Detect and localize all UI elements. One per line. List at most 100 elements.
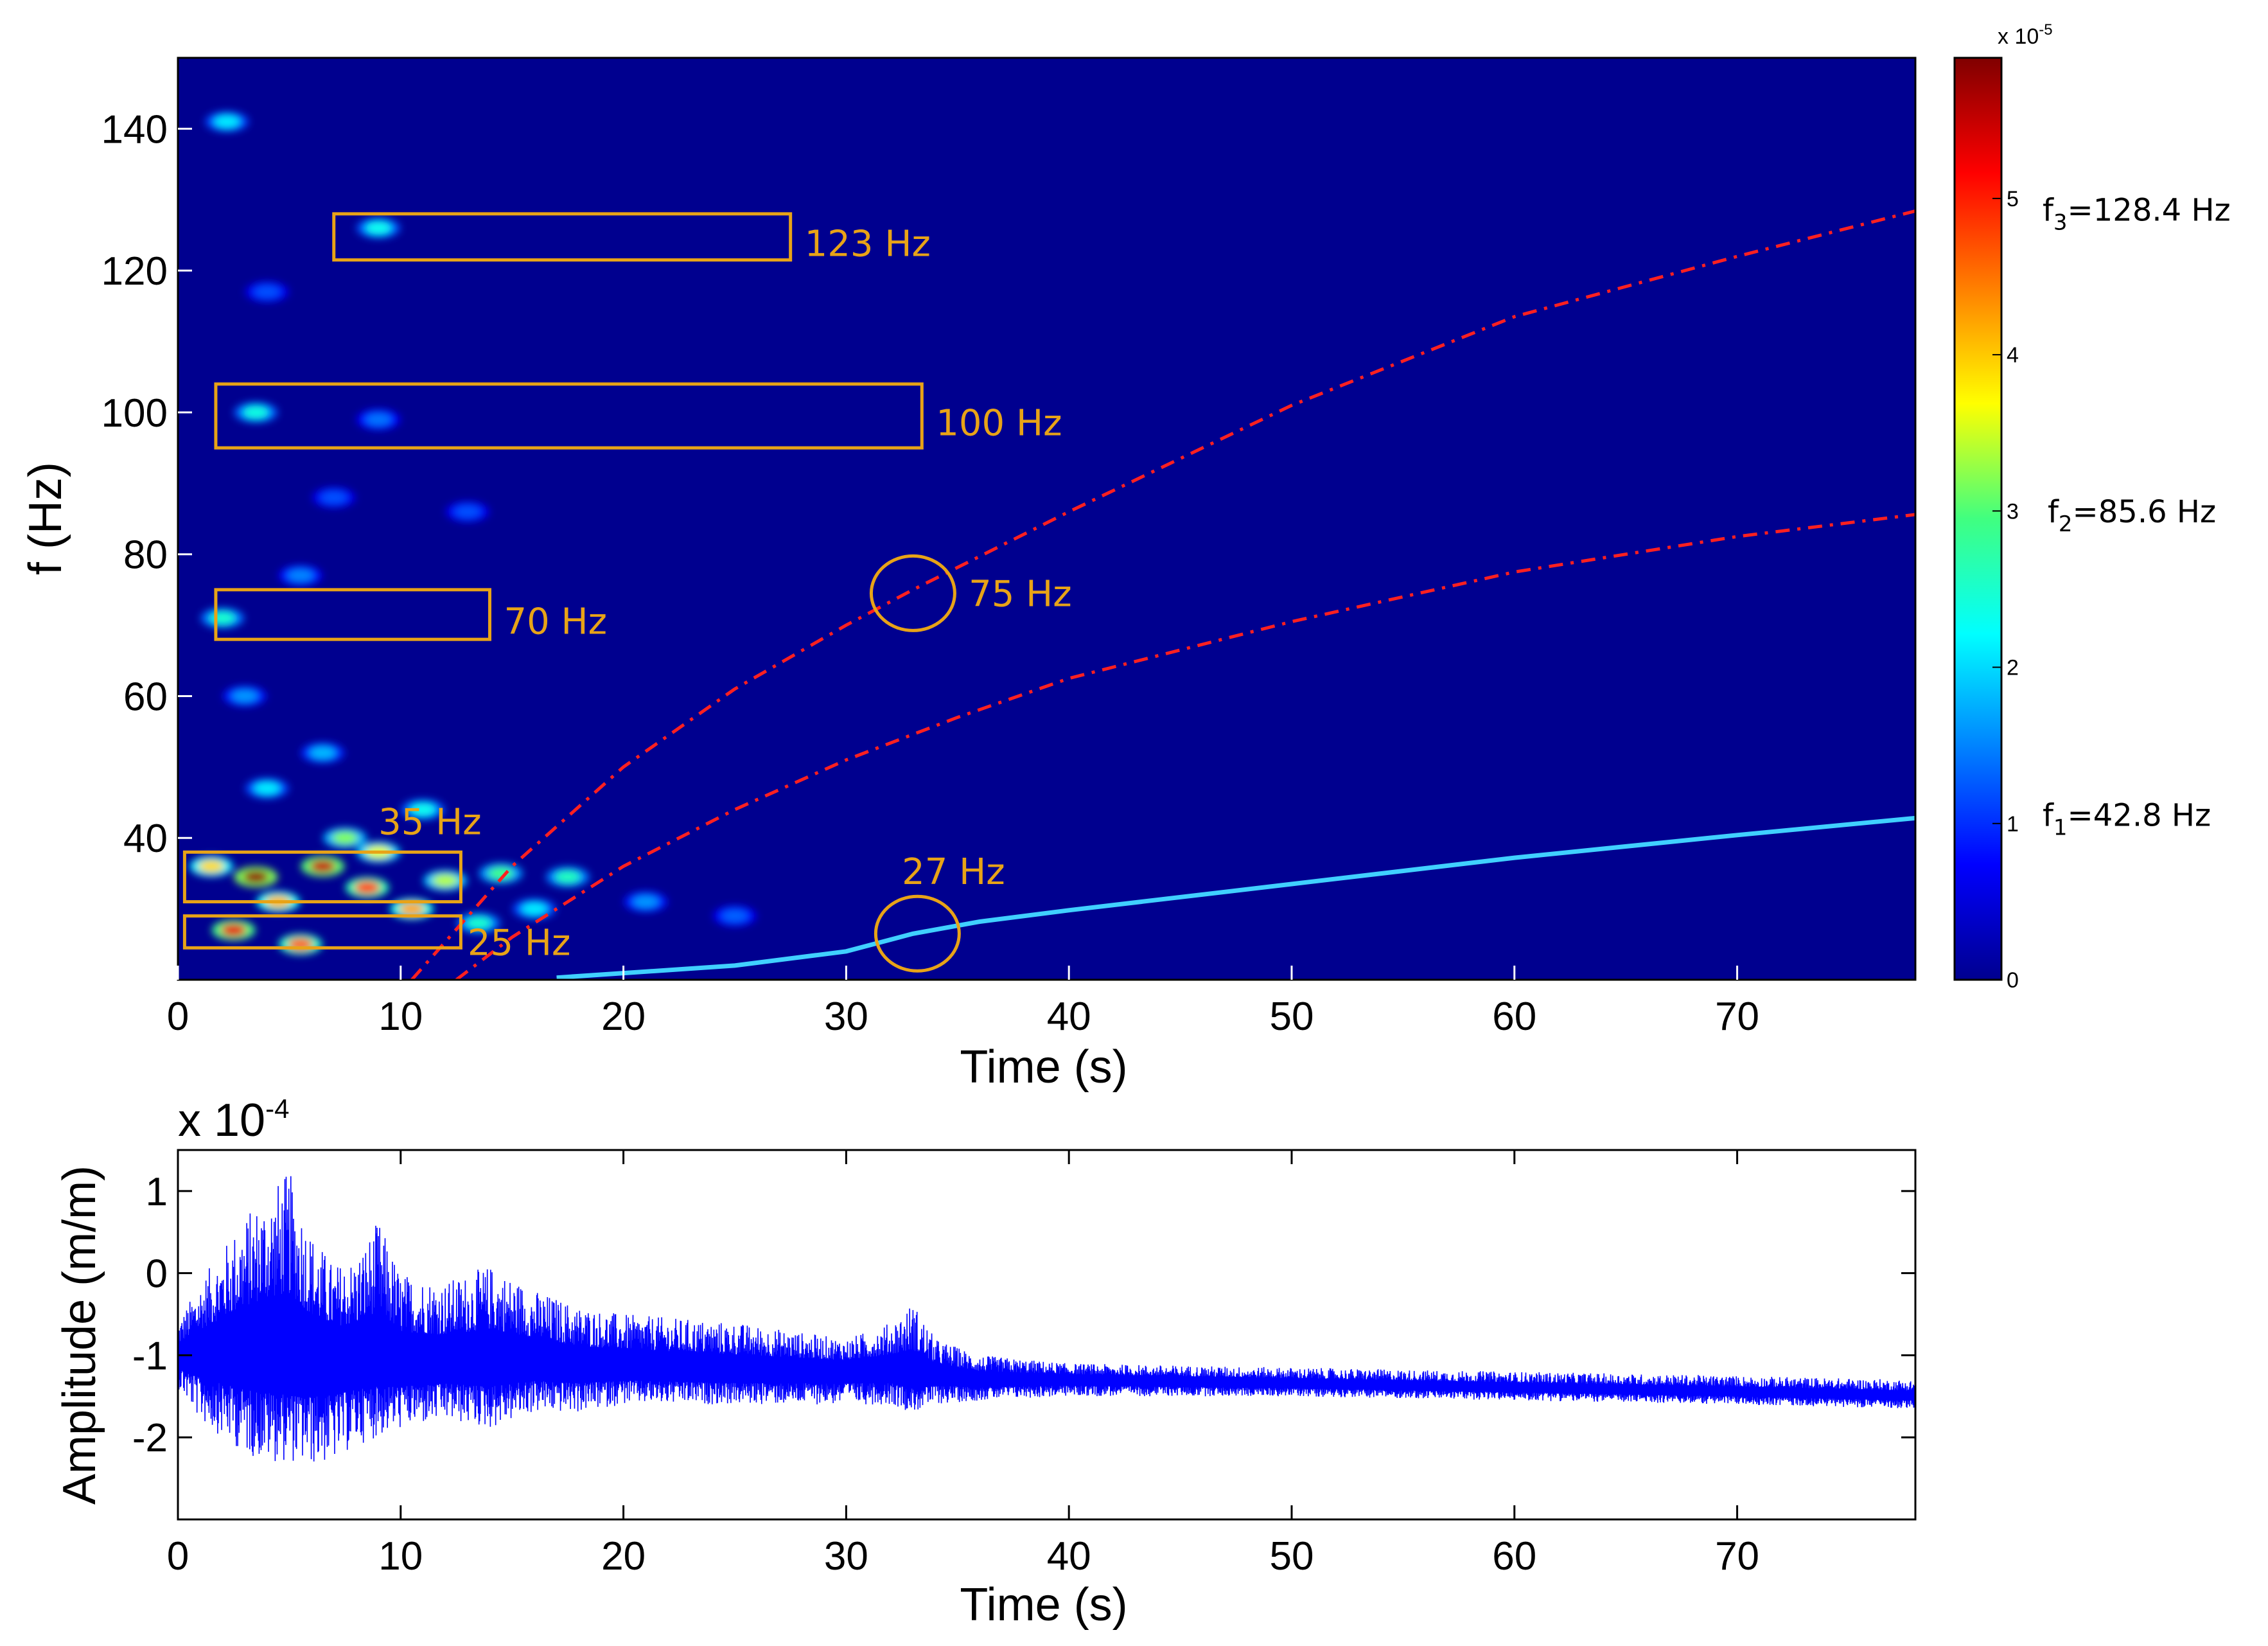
annotation-box-label: 100 Hz	[936, 402, 1062, 444]
annotation-box	[332, 212, 793, 262]
colorbar-ticks: 0 1 2 3 4 5	[1992, 187, 2019, 993]
frequency-label-subscript: 3	[2053, 209, 2068, 235]
x-tick-label: 30	[824, 1534, 868, 1579]
annotation-box	[182, 850, 462, 904]
spectrogram-frame	[177, 57, 1917, 981]
y-tick-label: -1	[132, 1334, 168, 1378]
y-tick-label: 120	[101, 249, 168, 294]
frequency-label-symbol: f	[2043, 192, 2054, 228]
hotspot	[287, 569, 313, 582]
amplitude-series-line	[178, 1176, 1915, 1462]
frequency-label-1: f1=42.8 Hz	[2043, 797, 2211, 840]
frequency-label-3: f3=128.4 Hz	[2043, 192, 2231, 235]
x-tick-label: 50	[1269, 1534, 1314, 1579]
hotspot-layer	[189, 111, 757, 955]
hotspot	[254, 781, 280, 795]
x-tick-label: 30	[824, 995, 868, 1039]
y-tick-label: 60	[123, 675, 168, 719]
x-tick-label: 10	[378, 1534, 423, 1579]
annotation-box-label: 70 Hz	[504, 601, 608, 643]
annotation-circle	[869, 554, 956, 632]
spectrogram-x-ticks: 0 10 20 30 40 50 60 70	[167, 966, 1759, 1039]
hotspot	[220, 923, 247, 937]
hotspot	[332, 831, 358, 845]
frequency-line-3	[410, 209, 1915, 980]
frequency-line-layer	[410, 209, 1915, 980]
x-tick-label: 40	[1047, 995, 1091, 1039]
x-tick-label: 0	[167, 995, 189, 1039]
hotspot	[554, 870, 581, 883]
hotspot	[365, 412, 392, 426]
annotation-circle-label: 75 Hz	[969, 573, 1072, 615]
frequency-line-2	[455, 513, 1915, 980]
x-tick-label: 20	[601, 995, 646, 1039]
frequency-label-value: =42.8 Hz	[2068, 797, 2211, 833]
colorbar-tick-label: 0	[2007, 968, 2019, 993]
y-tick-label: 0	[146, 1252, 168, 1296]
hotspot	[466, 916, 492, 930]
frequency-label-value: =85.6 Hz	[2073, 494, 2217, 530]
amplitude-panel: 0 10 20 30 40 50 60 70 10-1-2 x 10-4 Time (s) A…	[54, 1093, 1917, 1631]
hotspot	[399, 902, 425, 916]
annotation-box	[182, 914, 462, 950]
x-tick-label: 40	[1047, 1534, 1091, 1579]
x-tick-label: 50	[1269, 995, 1314, 1039]
hotspot	[365, 221, 392, 235]
annotation-box-label: 35 Hz	[378, 802, 482, 844]
annotation-box	[214, 382, 924, 450]
colorbar: 0 1 2 3 4 5 x 10-5	[1953, 21, 2053, 993]
annotation-layer: 123 Hz 100 Hz 70 Hz 35 Hz 25 Hz 75 Hz 27 Hz	[182, 212, 1072, 973]
amplitude-y-axis-label: Amplitude (m/m)	[54, 1165, 105, 1505]
hotspot	[432, 874, 459, 887]
hotspot	[354, 881, 380, 894]
frequency-label-2: f2=85.6 Hz	[2048, 494, 2216, 537]
x-tick-label: 70	[1715, 995, 1759, 1039]
amplitude-scale-multiplier: x 10-4	[178, 1093, 289, 1146]
colorbar-tick-label: 2	[2007, 656, 2019, 680]
colorbar-multiplier-exponent: -5	[2039, 21, 2052, 39]
frequency-label-value: =128.4 Hz	[2068, 192, 2231, 228]
annotation-box-label: 123 Hz	[805, 224, 931, 265]
hotspot	[454, 505, 480, 518]
hotspot	[521, 902, 547, 916]
annotation-box	[214, 588, 492, 641]
spectrogram-y-ticks: 40 60 80 100 120 140	[101, 107, 192, 861]
hotspot	[254, 285, 280, 299]
colorbar-multiplier: x 10-5	[1998, 21, 2053, 49]
hotspot	[209, 612, 236, 625]
colorbar-tick-label: 4	[2007, 343, 2019, 367]
frequency-line-1	[556, 815, 1915, 980]
hotspot	[721, 909, 748, 923]
annotation-circle	[874, 894, 961, 973]
colorbar-tick-label: 1	[2007, 812, 2019, 836]
spectrogram-panel: 123 Hz 100 Hz 70 Hz 35 Hz 25 Hz 75 Hz 27 Hz 0 1…	[20, 57, 1917, 1093]
spectrogram-x-axis-label: Time (s)	[960, 1041, 1127, 1093]
frequency-label-symbol: f	[2043, 797, 2054, 833]
hotspot	[243, 405, 269, 419]
y-tick-label: 80	[123, 533, 168, 578]
hotspot	[232, 689, 258, 703]
amplitude-scale-exponent: -4	[265, 1093, 289, 1124]
amplitude-trace	[178, 1176, 1915, 1462]
colorbar-tick-label: 3	[2007, 499, 2019, 524]
hotspot	[310, 746, 336, 759]
colorbar-tick-label: 5	[2007, 187, 2019, 211]
hotspot	[633, 895, 659, 908]
frequency-label-subscript: 1	[2053, 815, 2068, 840]
y-tick-label: 40	[123, 817, 168, 861]
hotspot	[198, 860, 225, 873]
amplitude-scale-base: x 10	[178, 1095, 265, 1146]
spectrogram-y-axis-label: f (Hz)	[20, 462, 71, 575]
y-tick-label: 100	[101, 391, 168, 436]
y-tick-label: 140	[101, 107, 168, 152]
hotspot	[410, 803, 436, 817]
x-tick-label: 0	[167, 1534, 189, 1579]
x-tick-label: 20	[601, 1534, 646, 1579]
annotation-box-label: 25 Hz	[468, 922, 571, 964]
hotspot	[321, 491, 347, 504]
x-tick-label: 70	[1715, 1534, 1759, 1579]
hotspot	[214, 115, 240, 128]
frequency-label-subscript: 2	[2059, 511, 2073, 537]
